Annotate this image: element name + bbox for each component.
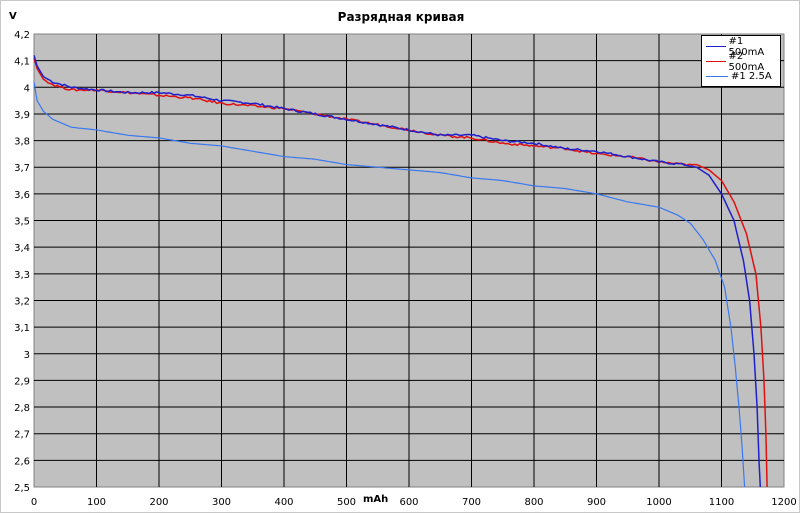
y-tick-label: 3,9 (14, 110, 30, 121)
x-tick-label: 400 (274, 497, 293, 508)
series-line (33, 81, 746, 488)
y-tick-label: 3,8 (14, 137, 30, 148)
y-tick-label: 4,1 (14, 57, 30, 68)
chart-title: Разрядная кривая (337, 10, 465, 24)
x-tick-label: 200 (149, 497, 168, 508)
y-tick-label: 2,5 (14, 483, 30, 494)
x-axis-unit-label: mAh (363, 494, 389, 505)
y-tick-label: 3,6 (14, 190, 30, 201)
x-tick-label: 600 (399, 497, 418, 508)
y-tick-label: 2,7 (14, 430, 30, 441)
legend-swatch (706, 61, 726, 62)
x-tick-label: 1200 (771, 497, 796, 508)
y-tick-label: 3,5 (14, 217, 30, 228)
legend-swatch (706, 46, 726, 47)
x-tick-label: 1100 (709, 497, 734, 508)
grid-lines (34, 34, 784, 487)
legend-swatch (706, 76, 728, 77)
legend-label: #2 500mA (728, 50, 765, 73)
y-tick-labels: 2,5 2,6 2,7 2,8 2,9 3 3,1 3,2 3,3 3,4 3,5 3,6 3,7 3,8… (14, 30, 30, 494)
y-tick-label: 2,8 (14, 403, 30, 414)
x-tick-label: 0 (31, 497, 37, 508)
y-tick-label: 3,2 (14, 296, 30, 307)
x-tick-label: 1000 (646, 497, 671, 508)
legend-label: #1 2.5A (731, 71, 772, 82)
y-tick-label: 4 (24, 83, 30, 94)
y-tick-label: 2,9 (14, 376, 30, 387)
y-tick-label: 2,6 (14, 456, 30, 467)
y-tick-label: 4,2 (14, 30, 30, 41)
legend-entry: #1 2.5A (706, 69, 776, 84)
y-axis-unit-label: V (9, 11, 17, 22)
y-tick-label: 3 (24, 350, 30, 361)
x-tick-label: 800 (524, 497, 543, 508)
x-tick-label: 700 (462, 497, 481, 508)
x-tick-label: 300 (212, 497, 231, 508)
legend: #1 500mA #2 500mA #1 2.5A (701, 35, 781, 87)
y-tick-label: 3,4 (14, 243, 30, 254)
series-line (33, 55, 762, 488)
x-tick-label: 500 (337, 497, 356, 508)
y-tick-label: 3,1 (14, 323, 30, 334)
x-tick-labels: 0 100 200 300 400 500 600 700 800 900 1000 1100 1200 (31, 497, 797, 508)
legend-entry: #2 500mA (706, 51, 776, 73)
legend-label: #1 500mA (728, 35, 765, 58)
series-lines (33, 55, 768, 488)
legend-entry: #1 500mA (706, 36, 776, 58)
x-tick-label: 900 (587, 497, 606, 508)
y-tick-label: 3,7 (14, 163, 30, 174)
y-tick-label: 3,3 (14, 270, 30, 281)
x-tick-label: 100 (87, 497, 106, 508)
